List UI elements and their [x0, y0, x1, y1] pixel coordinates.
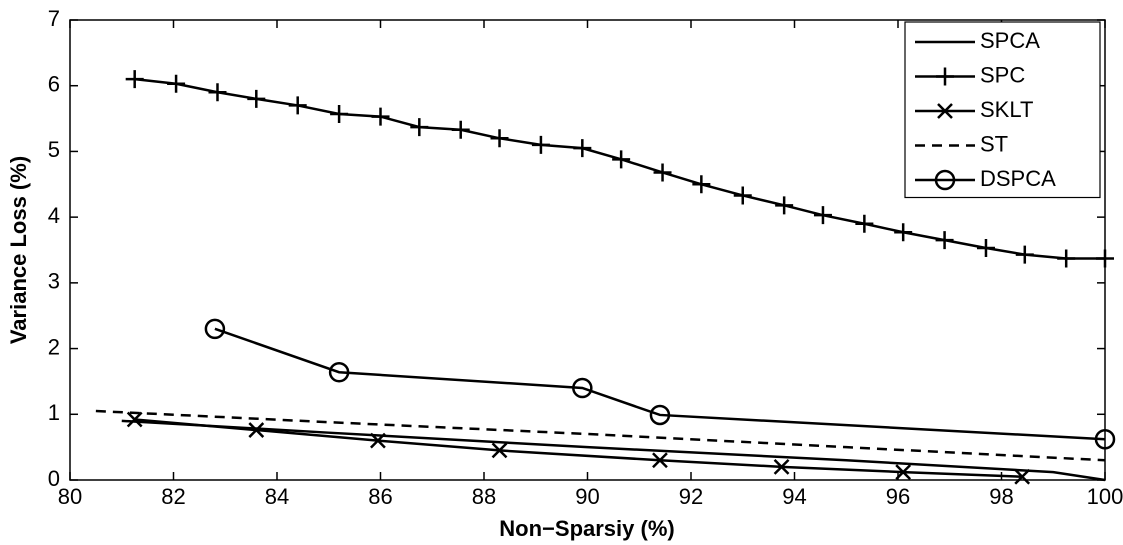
x-tick-label: 90: [575, 484, 599, 509]
marker: [934, 169, 956, 191]
y-tick-label: 2: [48, 334, 60, 359]
marker: [895, 464, 912, 480]
marker: [126, 411, 143, 428]
marker: [976, 239, 995, 258]
y-tick-label: 7: [48, 6, 60, 31]
marker: [813, 206, 832, 225]
marker: [773, 458, 790, 475]
legend-label: SKLT: [980, 97, 1033, 122]
marker: [653, 163, 672, 182]
marker: [491, 442, 508, 459]
y-tick-label: 0: [48, 466, 60, 491]
marker: [894, 223, 913, 242]
marker: [649, 404, 671, 426]
marker: [531, 135, 550, 154]
x-axis-label: Non−Sparsiy (%): [499, 516, 674, 541]
marker: [248, 422, 265, 438]
marker: [451, 120, 470, 139]
series-line: [214, 327, 1106, 441]
marker: [1094, 429, 1116, 450]
marker: [328, 361, 350, 383]
marker: [208, 83, 227, 102]
series-line: [95, 409, 1106, 462]
x-tick-label: 86: [368, 484, 392, 509]
marker: [572, 377, 593, 399]
marker: [288, 96, 307, 115]
marker: [330, 104, 349, 123]
marker: [936, 67, 954, 86]
marker: [247, 89, 266, 108]
series-line: [134, 418, 1023, 478]
y-tick-label: 4: [48, 203, 60, 228]
marker: [573, 139, 592, 158]
y-tick-label: 5: [48, 137, 60, 162]
marker: [125, 70, 144, 89]
marker: [1015, 245, 1034, 264]
x-tick-label: 100: [1087, 484, 1123, 509]
x-tick-label: 80: [58, 484, 82, 509]
marker: [612, 150, 631, 169]
marker: [692, 175, 711, 194]
marker: [370, 432, 386, 449]
marker: [490, 129, 509, 148]
marker: [652, 452, 668, 469]
marker: [733, 186, 752, 205]
x-tick-label: 82: [161, 484, 185, 509]
marker: [1096, 249, 1114, 268]
legend-label: SPC: [980, 62, 1025, 87]
legend-label: SPCA: [980, 28, 1040, 53]
x-tick-label: 94: [782, 484, 806, 509]
marker: [204, 318, 226, 340]
y-tick-label: 6: [48, 72, 60, 97]
marker: [935, 231, 954, 250]
marker: [1014, 468, 1031, 485]
marker: [855, 214, 874, 233]
marker: [167, 74, 186, 93]
y-axis-label: Variance Loss (%): [6, 156, 31, 344]
x-tick-label: 98: [989, 484, 1013, 509]
marker: [410, 118, 429, 137]
marker: [775, 196, 794, 215]
y-tick-label: 3: [48, 269, 60, 294]
x-tick-label: 84: [265, 484, 289, 509]
x-tick-label: 88: [472, 484, 496, 509]
marker: [937, 103, 953, 119]
x-tick-label: 96: [886, 484, 910, 509]
legend-label: ST: [980, 131, 1008, 156]
x-tick-label: 92: [679, 484, 703, 509]
y-tick-label: 1: [48, 400, 60, 425]
marker: [1057, 249, 1076, 268]
legend-label: DSPCA: [980, 166, 1056, 191]
series-line: [121, 419, 1106, 482]
marker: [371, 107, 390, 126]
